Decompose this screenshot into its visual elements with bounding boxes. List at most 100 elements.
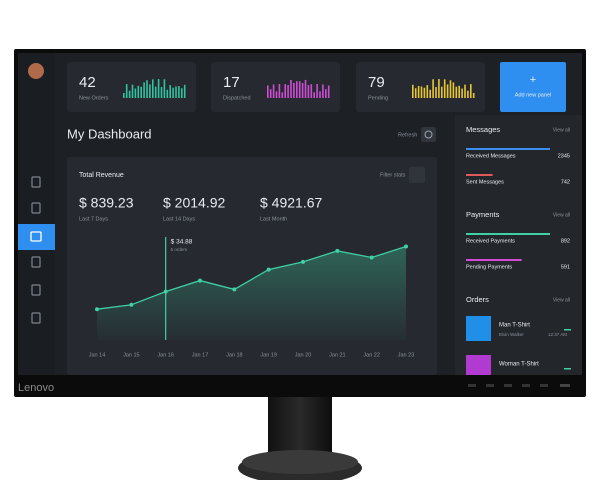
revenue-point[interactable] [232,287,237,292]
revenue-stat-label: Last 7 Days [79,216,108,222]
card-value: 79 [368,74,385,91]
mini-bar [432,79,434,98]
view-all-link[interactable]: View all [553,127,570,133]
revenue-point[interactable] [266,267,271,272]
mini-bar [438,79,440,98]
messages-title: Messages [466,125,500,134]
brand-logo: Lenovo [18,382,54,394]
revenue-stat-label: Last 14 Days [163,216,195,222]
progress-value: 2345 [558,153,570,159]
monitor-buttons [468,384,570,387]
sidebar-icon[interactable] [31,176,41,188]
mini-bar [287,85,289,98]
sidebar-active[interactable] [18,224,55,250]
sidebar-icon[interactable] [31,284,41,296]
mini-bar [470,84,472,98]
mini-bar [464,84,466,98]
mini-bar [455,86,458,98]
mini-bar [423,87,426,98]
x-tick-label: Jan 14 [89,352,106,358]
order-status [564,368,571,370]
revenue-point[interactable] [335,248,340,253]
progress-bar [466,233,550,235]
filter-button[interactable] [409,167,425,183]
order-status [564,329,571,331]
progress-bar [466,174,493,176]
mini-bar [452,82,455,98]
tooltip-value: $ 34.88 [171,239,193,246]
mini-bar [298,81,301,98]
add-panel-icon: + [530,74,536,86]
mini-bar [449,80,452,98]
progress-bar [466,259,522,261]
sidebar-icon[interactable] [31,202,41,214]
revenue-area [97,246,406,340]
mini-bar [125,84,128,98]
mini-bar [472,92,475,98]
view-all-link[interactable]: View all [553,212,570,218]
mini-bar [435,87,437,98]
view-all-link[interactable]: View all [553,297,570,303]
mini-bar [154,86,157,98]
revenue-point[interactable] [301,259,305,264]
sidebar-active-icon [30,231,42,242]
progress-bar [466,148,550,150]
sidebar-icon[interactable] [31,256,41,268]
mini-bar [149,84,151,98]
card-label: New Orders [79,95,109,101]
revenue-point[interactable] [369,255,374,260]
avatar [28,63,44,79]
mini-bar [166,89,169,98]
refresh-icon [424,130,433,139]
mini-bar [140,86,142,98]
mini-bar [429,89,431,98]
tooltip-label: 5 orders [171,247,188,252]
mini-bar [420,86,423,98]
x-tick-label: Jan 20 [295,352,312,358]
x-tick-label: Jan 19 [260,352,277,358]
stat-card [67,62,196,112]
mini-bar [461,88,463,98]
mini-bar [172,87,174,98]
mini-bar [441,86,443,98]
mini-bar [296,81,298,98]
mini-bar [163,79,166,98]
order-customer: Elvin Walker [499,332,524,337]
mini-bar [281,92,284,98]
order-time: 12:37 AM [548,332,567,337]
mini-bar [152,79,154,98]
x-tick-label: Jan 23 [398,352,415,358]
x-tick-label: Jan 18 [226,352,243,358]
mini-bar [325,89,327,98]
progress-value: 892 [561,238,570,244]
mini-bar [301,82,304,98]
mini-bar [160,87,163,98]
revenue-point[interactable] [198,278,202,283]
revenue-point[interactable] [404,244,408,249]
revenue-point[interactable] [129,302,134,307]
mini-bar [275,91,278,98]
add-panel-button[interactable] [500,62,566,112]
mini-bar [269,89,272,98]
stat-card [356,62,485,112]
refresh-button[interactable] [421,127,436,142]
mini-bar [327,85,330,98]
sidebar-icon[interactable] [31,312,41,324]
mini-bar [443,79,446,98]
revenue-stat-value: $ 839.23 [79,195,134,211]
mini-bar [290,79,292,98]
order-thumbnail [466,355,491,375]
card-label: Dispatched [223,95,251,101]
order-thumbnail [466,316,491,341]
mini-bar [123,93,125,98]
order-name: Woman T-Shirt [499,362,539,368]
mini-bar [316,84,318,98]
mini-bar [467,90,469,98]
revenue-point[interactable] [95,307,99,312]
mini-bar [426,85,429,98]
progress-value: 591 [561,264,570,270]
mini-bar [417,86,420,98]
mini-bar [322,84,324,98]
mini-bar [446,84,449,98]
x-tick-label: Jan 15 [123,352,140,358]
